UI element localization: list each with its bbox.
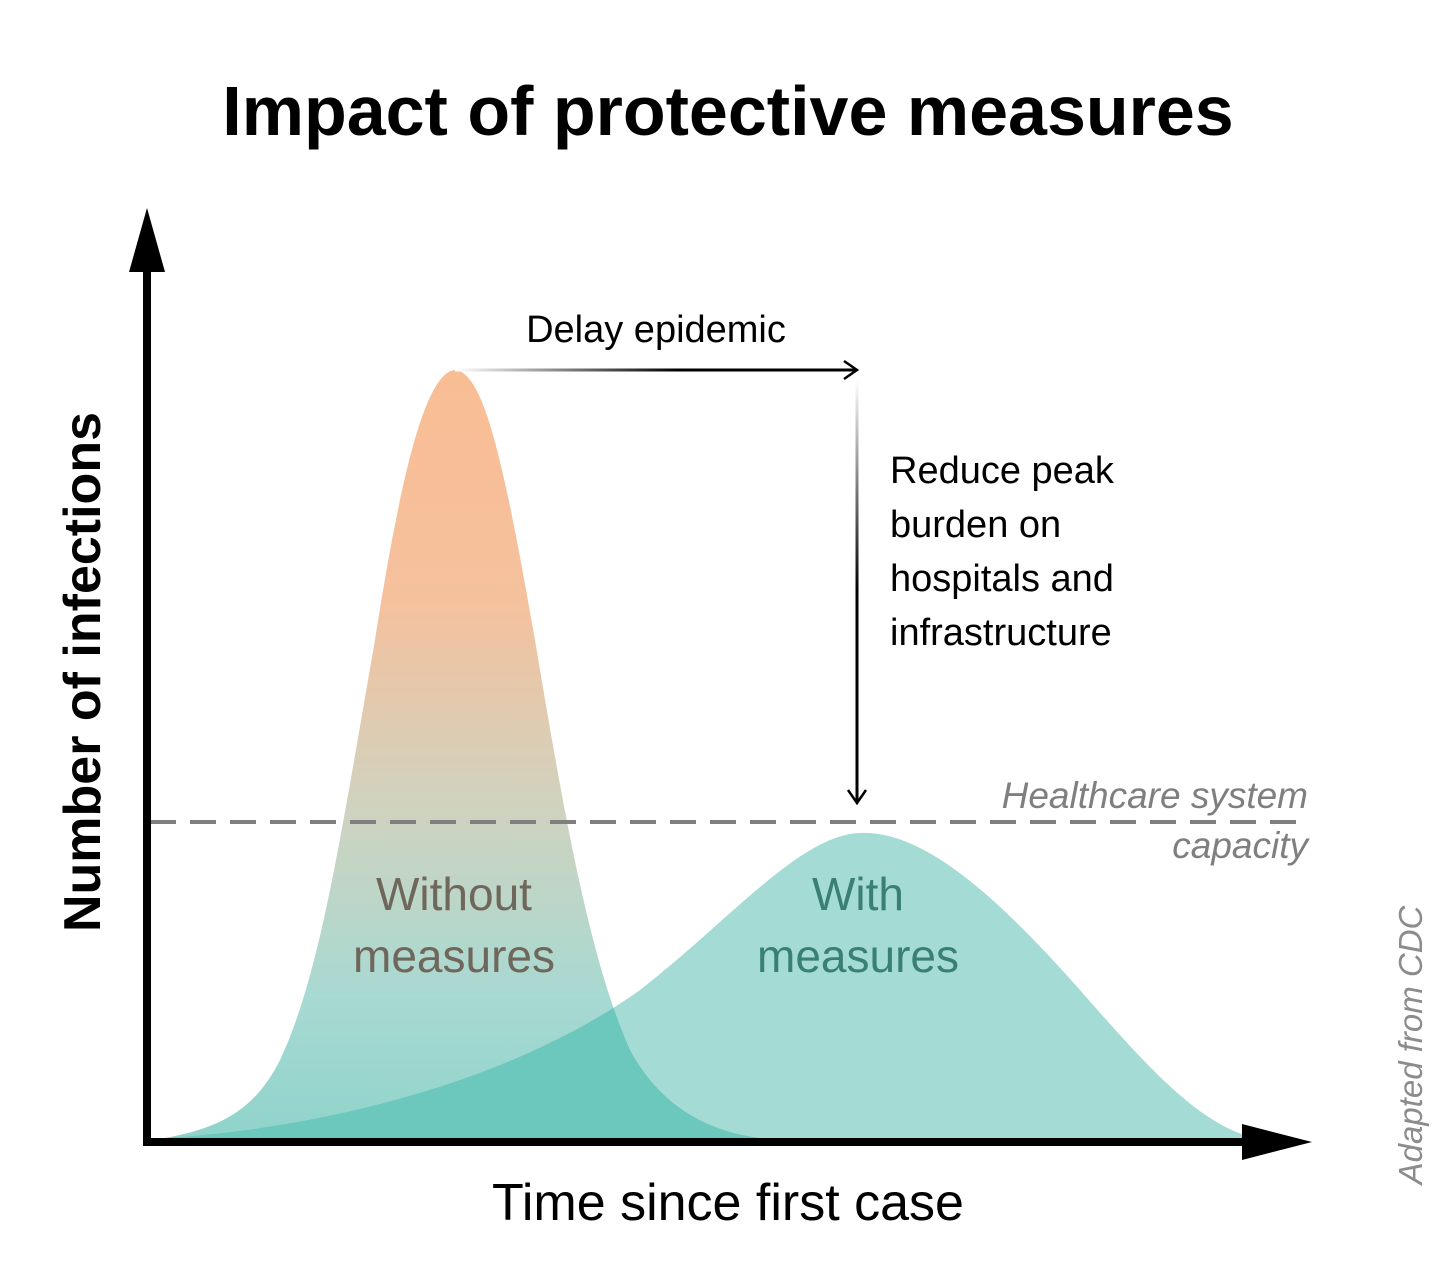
- with-measures-curve: [165, 832, 1255, 1138]
- without-measures-curve: [165, 370, 760, 1138]
- with-measures-label-line2: measures: [757, 930, 959, 982]
- reduce-label-line: Reduce peak: [890, 450, 1115, 492]
- reduce-label: Reduce peak burden on hospitals and infr…: [890, 450, 1115, 654]
- x-axis-label: Time since first case: [492, 1174, 964, 1232]
- with-measures-label-line1: With: [812, 868, 904, 920]
- reduce-label-line: infrastructure: [890, 612, 1112, 654]
- reduce-arrow-head-icon: [846, 789, 868, 806]
- x-axis-arrow-icon: [1242, 1124, 1312, 1160]
- credit-label: Adapted from CDC: [1392, 904, 1429, 1186]
- y-axis-label: Number of infections: [54, 412, 112, 932]
- capacity-label-line2: capacity: [1172, 825, 1310, 866]
- delay-label: Delay epidemic: [526, 309, 786, 351]
- capacity-label-line1: Healthcare system: [1002, 775, 1308, 816]
- reduce-label-line: burden on: [890, 504, 1061, 546]
- without-measures-label-line2: measures: [353, 930, 555, 982]
- without-measures-label-line1: Without: [376, 868, 532, 920]
- delay-arrow-head-icon: [843, 359, 860, 381]
- chart-title: Impact of protective measures: [222, 72, 1233, 150]
- reduce-label-line: hospitals and: [890, 558, 1114, 600]
- y-axis-arrow-icon: [129, 208, 165, 272]
